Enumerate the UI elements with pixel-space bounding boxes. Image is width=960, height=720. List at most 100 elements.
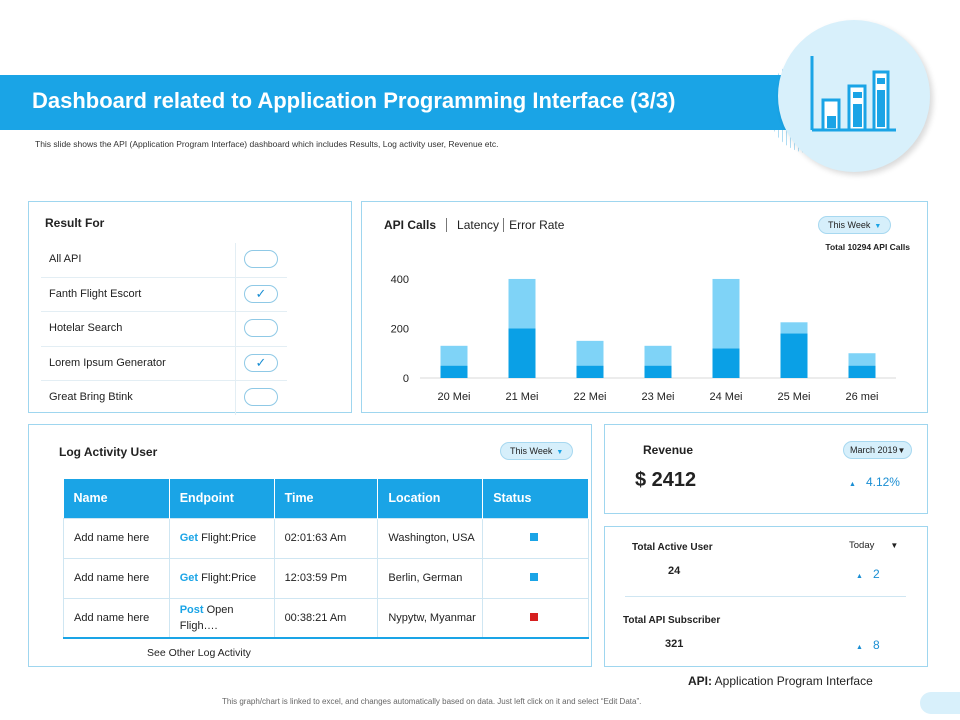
table-row: Add name here Post Open Fligh…. 00:38:21 A… (63, 597, 589, 639)
see-other-log-link[interactable]: See Other Log Activity (147, 647, 251, 659)
chevron-down-icon: ▼ (890, 541, 899, 550)
log-location-cell: Nypytw, Myanmar (377, 597, 484, 639)
log-status-cell (482, 597, 589, 639)
endpoint-path: Flight:Price (198, 532, 257, 544)
result-item: Great Bring Btink (41, 381, 287, 416)
status-indicator (529, 533, 538, 541)
bar-segment-20-mei-s2 (440, 345, 468, 366)
log-time-cell: 12:03:59 Pm (273, 557, 379, 599)
revenue-panel: Revenue March 2019▼ $ 2412 ▲ 4.12% (604, 424, 928, 514)
divider (625, 596, 906, 597)
result-item-label: Hotelar Search (49, 322, 123, 334)
log-status-cell (482, 517, 589, 559)
bar-segment-22-mei-s2 (576, 340, 604, 366)
log-period-value: This Week (510, 446, 553, 456)
api-period-dropdown[interactable]: This Week ▼ (818, 216, 892, 234)
http-method: Get (179, 572, 199, 584)
bar-segment-21-mei-s1 (508, 328, 536, 378)
divider (235, 381, 236, 415)
log-activity-title: Log Activity User (59, 445, 158, 459)
x-tick-label: 21 Mei (505, 391, 538, 403)
bar-chart-icon (810, 56, 896, 132)
result-item-toggle[interactable]: ✓ (244, 353, 278, 372)
footer-note: This graph/chart is linked to excel, and… (222, 697, 642, 706)
chevron-down-icon: ▼ (874, 223, 882, 230)
api-tabs: API Calls Latency Error Rate (384, 218, 570, 232)
tab-error-rate[interactable]: Error Rate (509, 218, 565, 232)
arrow-up-icon: ▲ (849, 481, 856, 488)
x-tick-label: 26 mei (845, 391, 878, 403)
log-name-cell: Add name here (63, 557, 170, 599)
checkmark-icon: ✓ (255, 285, 267, 301)
log-period-dropdown[interactable]: This Week ▼ (500, 442, 574, 460)
x-tick-label: 22 Mei (573, 391, 606, 403)
active-user-label: Total Active User (632, 542, 713, 553)
x-tick-label: 23 Mei (641, 391, 674, 403)
log-activity-panel: Log Activity User This Week ▼ Name Endpoin… (28, 424, 592, 667)
api-definition-term: API: (688, 674, 712, 688)
chevron-down-icon: ▼ (556, 449, 564, 456)
result-item-toggle[interactable] (244, 319, 278, 337)
bar-segment-25-mei-s2 (780, 322, 808, 334)
log-table: Name Endpoint Time Location Status Add name … (63, 479, 589, 639)
users-period-dropdown[interactable]: Today ▼ (849, 540, 898, 551)
log-endpoint-cell: Post Open Fligh…. (168, 597, 275, 639)
result-item: All API (41, 243, 287, 278)
chevron-down-icon: ▼ (897, 446, 906, 455)
tab-latency[interactable]: Latency (447, 218, 505, 232)
bar-segment-22-mei-s1 (576, 365, 604, 378)
checkmark-icon: ✓ (255, 354, 267, 370)
table-row: Add name here Get Flight:Price 02:01:63 Am… (63, 517, 589, 559)
column-header: Location (377, 479, 484, 518)
title-banner: Dashboard related to Application Program… (0, 75, 790, 130)
api-subscriber-change: ▲ 8 (856, 638, 880, 652)
revenue-period-dropdown[interactable]: March 2019▼ (843, 441, 913, 459)
result-item: Fanth Flight Escort ✓ (41, 277, 287, 312)
bar-segment-21-mei-s2 (508, 278, 536, 329)
tab-api-calls[interactable]: API Calls (384, 218, 448, 232)
status-indicator (529, 573, 538, 581)
revenue-amount: $ 2412 (635, 469, 697, 491)
endpoint-path: Open Fligh…. (179, 603, 234, 632)
arrow-up-icon: ▲ (856, 573, 863, 580)
status-indicator (529, 612, 538, 621)
revenue-title: Revenue (643, 443, 694, 457)
page-title: Dashboard related to Application Program… (32, 88, 676, 113)
y-tick-label: 400 (391, 274, 409, 286)
result-for-title: Result For (45, 216, 105, 230)
log-location-cell: Washington, USA (377, 517, 484, 559)
divider (235, 312, 236, 346)
log-table-header: Name Endpoint Time Location Status (63, 479, 589, 518)
x-tick-label: 25 Mei (777, 391, 810, 403)
result-item: Lorem Ipsum Generator ✓ (41, 346, 287, 381)
arrow-up-icon: ▲ (856, 644, 863, 651)
endpoint-path: Flight:Price (198, 572, 257, 584)
result-for-panel: Result For All API Fanth Flight Escort ✓ Ho… (28, 201, 352, 416)
result-item-toggle[interactable]: ✓ (244, 284, 278, 303)
divider (235, 243, 236, 277)
total-api-calls: Total 10294 API Calls (825, 242, 910, 252)
column-header: Status (482, 479, 589, 518)
column-header: Time (274, 479, 379, 518)
log-time-cell: 02:01:63 Am (273, 517, 379, 559)
users-panel: Total Active User Today ▼ 24 ▲ 2 Total API… (604, 526, 928, 667)
api-subscriber-change-value: 8 (872, 638, 880, 652)
result-item-toggle[interactable] (244, 388, 278, 406)
log-name-cell: Add name here (63, 517, 170, 559)
bar-segment-24-mei-s1 (712, 348, 740, 378)
result-item: Hotelar Search (41, 312, 287, 347)
revenue-change: ▲ 4.12% (849, 475, 900, 489)
active-user-value: 24 (668, 565, 681, 577)
result-item-toggle[interactable] (244, 250, 278, 268)
bar-segment-26-mei-s1 (848, 365, 876, 378)
api-definition-meaning: Application Program Interface (712, 674, 873, 688)
y-tick-label: 200 (391, 323, 409, 335)
api-calls-panel: 0 200 400 20 Mei 21 Mei 22 Mei 23 Mei 24 Mei 25 … (361, 201, 928, 413)
y-tick-label: 0 (403, 373, 409, 385)
api-calls-chart: 0 200 400 20 Mei 21 Mei 22 Mei 23 Mei 24 Mei 25 … (391, 274, 896, 403)
log-time-cell: 00:38:21 Am (273, 597, 379, 639)
api-period-value: This Week (828, 220, 871, 230)
divider (235, 277, 236, 312)
result-item-label: Lorem Ipsum Generator (49, 356, 166, 369)
log-location-cell: Berlin, German (377, 557, 484, 599)
